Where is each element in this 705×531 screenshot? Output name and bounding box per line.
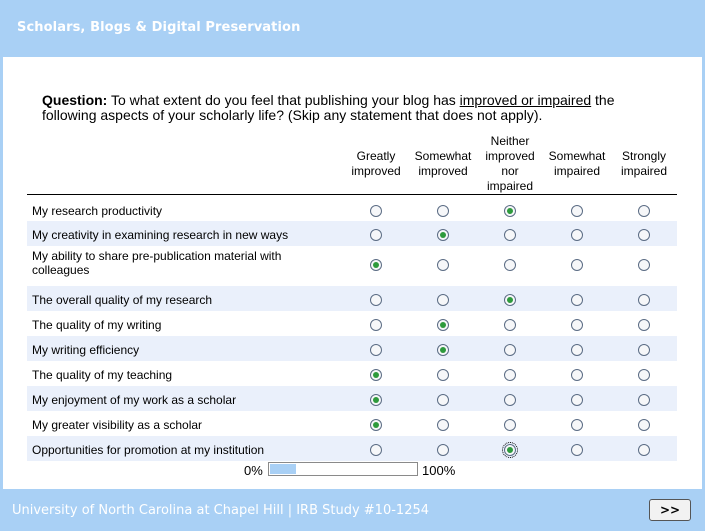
question-row: My ability to share pre-publication mate… [27,246,677,281]
row-label: My writing efficiency [32,343,140,357]
survey-footer: University of North Carolina at Chapel H… [0,489,705,531]
radio-option-5[interactable] [638,294,650,306]
radio-option-1[interactable] [370,369,382,381]
radio-option-3[interactable] [504,319,516,331]
survey-header: Scholars, Blogs & Digital Preservation [0,0,705,57]
radio-option-2[interactable] [437,205,449,217]
question-row: Opportunities for promotion at my instit… [27,436,677,461]
column-header-1: Greatly improved [351,149,401,178]
radio-option-4[interactable] [571,294,583,306]
question-row: The overall quality of my research [27,286,677,311]
radio-option-5[interactable] [638,259,650,271]
question-text: Question: To what extent do you feel tha… [42,93,642,123]
radio-option-1[interactable] [370,294,382,306]
row-label: My creativity in examining research in n… [32,228,289,242]
radio-option-4[interactable] [571,369,583,381]
radio-option-2[interactable] [437,294,449,306]
row-label: My greater visibility as a scholar [32,418,203,432]
question-row: My research productivity [27,197,677,222]
radio-option-3[interactable] [504,229,516,241]
next-button[interactable]: >> [649,499,691,521]
radio-option-3[interactable] [504,369,516,381]
radio-option-2[interactable] [437,259,449,271]
radio-option-5[interactable] [638,444,650,456]
right-border [702,57,705,489]
row-label: The quality of my writing [32,318,162,332]
radio-option-4[interactable] [571,419,583,431]
radio-option-5[interactable] [638,369,650,381]
column-header-2: Somewhat improved [414,149,472,178]
radio-option-1[interactable] [370,229,382,241]
radio-option-4[interactable] [571,229,583,241]
radio-option-3[interactable] [504,205,516,217]
radio-option-1[interactable] [370,205,382,217]
radio-option-1[interactable] [370,444,382,456]
radio-option-2[interactable] [437,394,449,406]
progress-max-label: 100% [422,463,456,478]
row-label: The overall quality of my research [32,293,213,307]
question-row: My enjoyment of my work as a scholar [27,386,677,411]
survey-title: Scholars, Blogs & Digital Preservation [17,20,301,35]
question-label: Question: [42,92,108,108]
row-label: My enjoyment of my work as a scholar [32,393,237,407]
radio-option-1[interactable] [370,319,382,331]
radio-option-2[interactable] [437,319,449,331]
radio-option-4[interactable] [571,319,583,331]
radio-option-5[interactable] [638,229,650,241]
header-rule [27,194,677,195]
column-header-4: Somewhat impaired [548,149,606,178]
radio-option-5[interactable] [638,319,650,331]
question-row: My creativity in examining research in n… [27,221,677,246]
radio-option-1[interactable] [370,259,382,271]
radio-option-5[interactable] [638,419,650,431]
progress-fill [270,464,296,474]
radio-option-4[interactable] [571,259,583,271]
radio-option-3[interactable] [502,442,518,458]
radio-option-3[interactable] [504,344,516,356]
radio-option-3[interactable] [504,419,516,431]
radio-option-5[interactable] [638,394,650,406]
radio-option-2[interactable] [437,419,449,431]
radio-option-4[interactable] [571,444,583,456]
radio-option-2[interactable] [437,229,449,241]
question-row: My greater visibility as a scholar [27,411,677,436]
row-label: The quality of my teaching [32,368,173,382]
radio-option-3[interactable] [504,394,516,406]
radio-option-3[interactable] [504,259,516,271]
radio-option-1[interactable] [370,344,382,356]
radio-option-5[interactable] [638,205,650,217]
question-text-after: the following aspects of your scholarly … [42,92,615,123]
question-row: The quality of my teaching [27,361,677,386]
radio-option-1[interactable] [370,394,382,406]
left-border [0,57,3,489]
radio-option-3[interactable] [504,294,516,306]
question-row: The quality of my writing [27,311,677,336]
column-header-5: Strongly impaired [620,149,668,178]
question-underlined-text: improved or impaired [459,92,592,108]
progress-min-label: 0% [244,463,263,478]
row-label: Opportunities for promotion at my instit… [32,443,265,457]
radio-option-2[interactable] [437,369,449,381]
question-text-before: To what extent do you feel that publishi… [107,92,460,108]
question-row: My writing efficiency [27,336,677,361]
footer-text: University of North Carolina at Chapel H… [12,503,430,518]
row-label: My ability to share pre-publication mate… [32,249,282,277]
row-label: My research productivity [32,204,163,218]
progress-bar [268,462,418,476]
column-header-3: Neither improved nor impaired [485,134,535,193]
radio-option-2[interactable] [437,344,449,356]
radio-option-4[interactable] [571,344,583,356]
radio-option-5[interactable] [638,344,650,356]
radio-option-2[interactable] [437,444,449,456]
radio-option-4[interactable] [571,394,583,406]
radio-option-1[interactable] [370,419,382,431]
radio-option-4[interactable] [571,205,583,217]
